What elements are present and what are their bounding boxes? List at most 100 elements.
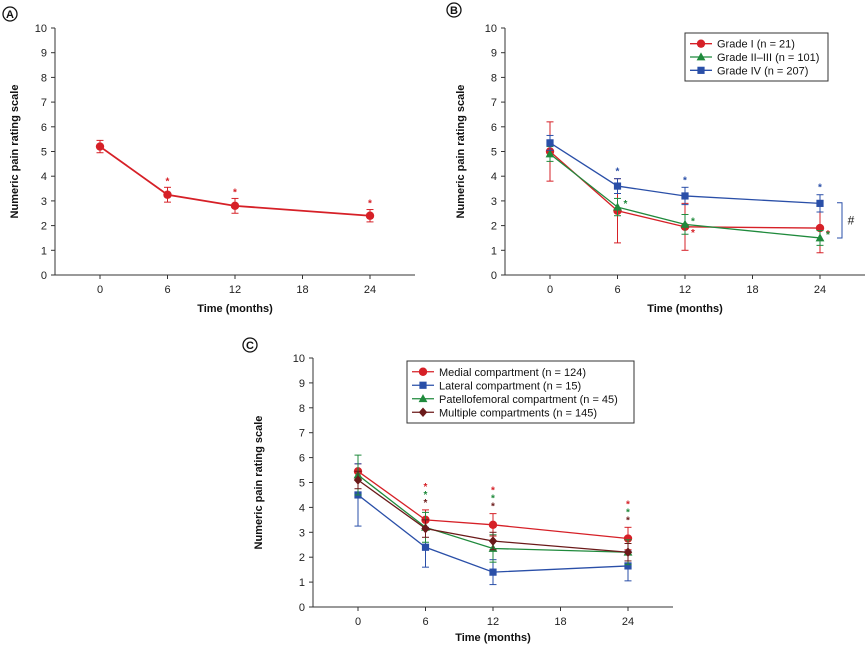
data-point [353,475,363,485]
legend-marker [419,381,427,389]
y-tick-label: 9 [41,48,47,60]
legend-item: Grade I (n = 21) [690,39,795,51]
y-tick-label: 1 [299,577,305,589]
panel-label-text: A [6,9,14,21]
significance-star: * [691,216,695,227]
legend-item: Lateral compartment (n = 15) [412,380,581,392]
legend-item: Medial compartment (n = 124) [412,367,586,379]
series-line [357,494,629,573]
panel-label-text: B [450,5,458,17]
x-tick-label: 6 [614,284,620,296]
x-tick-label: 18 [554,616,566,628]
significance-star: * [616,167,620,178]
y-tick-label: 5 [299,478,305,490]
y-tick-label: 0 [491,270,497,282]
data-point [489,568,497,576]
significance-star: * [233,187,237,198]
x-tick-label: 12 [487,616,499,628]
bracket-line [837,202,843,239]
legend-marker [696,39,706,48]
y-tick-label: 8 [491,72,497,84]
legend-label: Grade II–III (n = 101) [717,52,819,64]
significance-star: * [818,183,822,194]
legend-marker [418,407,428,418]
data-point [623,534,633,543]
y-axis-label: Numeric pain rating scale [9,85,21,219]
data-point [613,202,622,211]
legend-label: Lateral compartment (n = 15) [439,380,581,392]
significance-star: * [491,486,495,497]
legend-item: Patellofemoral compartment (n = 45) [412,394,618,406]
x-tick-label: 12 [229,284,241,296]
data-point [613,182,622,190]
y-tick-label: 10 [35,23,47,35]
legend-label: Medial compartment (n = 124) [439,367,586,379]
panel-label: B [446,2,462,18]
data-point [488,536,498,546]
y-tick-label: 2 [299,552,305,564]
legend-item: Multiple compartments (n = 145) [412,407,597,419]
data-point [624,562,632,570]
y-tick-label: 9 [299,378,305,390]
y-tick-label: 0 [41,270,47,282]
legend-marker [696,52,706,61]
y-axis-label: Numeric pain rating scale [455,85,467,219]
y-tick-label: 5 [491,147,497,159]
x-tick-label: 24 [622,616,634,628]
y-tick-label: 3 [299,527,305,539]
x-tick-label: 24 [814,284,826,296]
series-line [549,153,821,239]
significance-star: * [166,176,170,187]
data-point [623,547,633,558]
legend-marker [418,394,428,403]
legend-label: Grade I (n = 21) [717,39,795,51]
data-point [421,543,430,551]
legend-item: Grade II–III (n = 101) [690,52,819,64]
legend: Grade I (n = 21)Grade II–III (n = 101)Gr… [684,32,829,82]
x-axis-label: Time (months) [455,632,531,644]
x-tick-label: 0 [547,284,553,296]
y-tick-label: 3 [41,196,47,208]
data-point [681,192,689,200]
y-tick-label: 2 [41,221,47,233]
x-tick-label: 18 [296,284,308,296]
series-line [357,479,629,553]
y-tick-label: 3 [491,196,497,208]
significance-star: * [491,494,495,505]
legend-marker [697,66,705,74]
y-tick-label: 6 [299,453,305,465]
series-3: * ** [353,470,633,562]
x-tick-label: 12 [679,284,691,296]
significance-star: * [691,228,695,239]
legend-box [406,360,635,424]
panel-label-text: C [246,340,254,352]
y-tick-label: 7 [299,428,305,440]
y-tick-label: 0 [299,602,305,614]
x-tick-label: 24 [364,284,376,296]
y-tick-label: 4 [299,502,305,514]
x-tick-label: 0 [355,616,361,628]
y-tick-label: 8 [299,403,305,415]
panel-label: C [242,337,258,353]
panel-label: A [2,6,18,22]
x-tick-label: 6 [422,616,428,628]
significance-star: * [624,199,628,210]
bracket-label: # [848,213,855,227]
significance-star: * [626,515,630,526]
panel-label-circle [242,337,258,353]
data-point [421,523,430,534]
panel-label-circle [446,2,462,18]
legend-label: Multiple compartments (n = 145) [439,407,597,419]
series-0: * * * [95,139,375,223]
y-tick-label: 6 [491,122,497,134]
significance-star: * [424,482,428,493]
x-tick-label: 0 [97,284,103,296]
data-point [163,190,172,199]
data-point [365,211,375,220]
data-point [546,139,554,147]
y-tick-label: 7 [491,97,497,109]
x-axis-label: Time (months) [197,303,273,315]
